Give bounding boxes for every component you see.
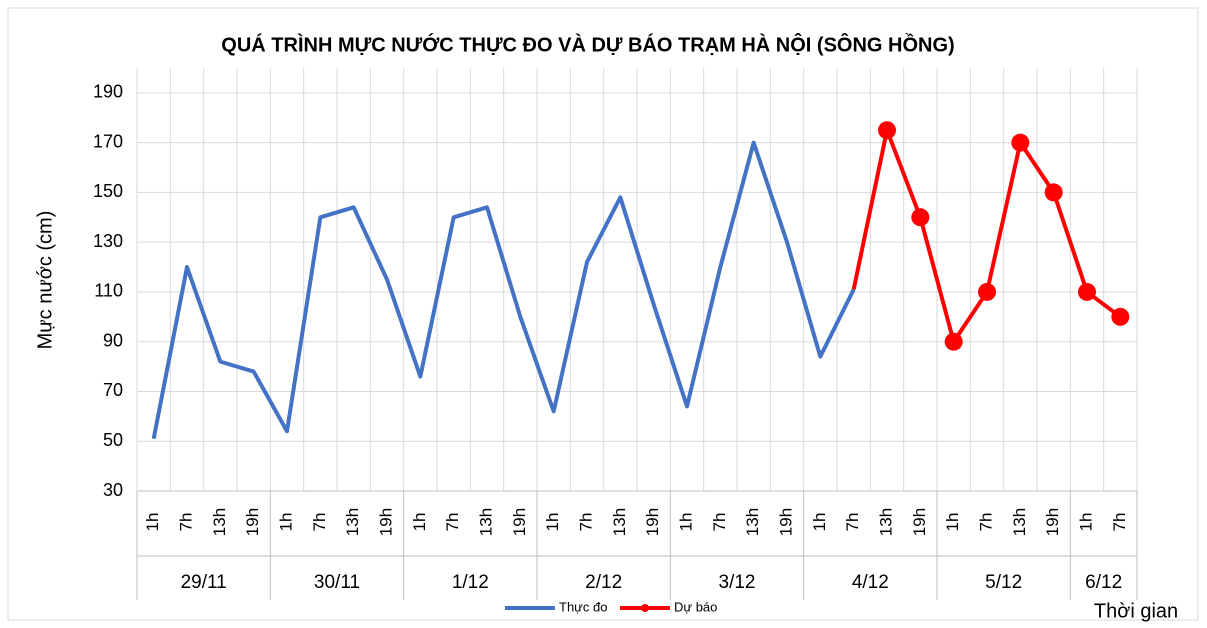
x-tick-label: 1h (676, 513, 695, 532)
x-tick-label: 7h (1110, 513, 1129, 532)
x-tick-label: 19h (510, 508, 529, 536)
group-label: 5/12 (985, 572, 1022, 593)
group-label: 6/12 (1085, 572, 1122, 593)
group-label: 30/11 (314, 572, 360, 593)
group-label: 3/12 (719, 572, 756, 593)
x-tick-label: 13h (210, 508, 229, 536)
group-label: 4/12 (852, 572, 889, 593)
y-tick-label: 170 (93, 131, 123, 151)
x-tick-label: 13h (343, 508, 362, 536)
x-tick-label: 7h (710, 513, 729, 532)
series-connector (851, 129, 889, 290)
x-axis-label: Thời gian (1094, 600, 1178, 622)
x-tick-label: 7h (576, 513, 595, 532)
x-tick-label: 7h (443, 513, 462, 532)
y-axis-label: Mực nước (cm) (34, 211, 56, 350)
x-tick-label: 19h (776, 508, 795, 536)
x-tick-label: 7h (310, 513, 329, 532)
y-tick-label: 130 (93, 231, 123, 251)
group-label: 2/12 (585, 572, 622, 593)
x-tick-label: 13h (610, 508, 629, 536)
x-tick-label: 13h (476, 508, 495, 536)
legend-label: Thực đo (559, 599, 607, 614)
y-tick-label: 90 (103, 330, 123, 350)
group-label: 29/11 (181, 572, 227, 593)
y-tick-label: 110 (94, 281, 123, 301)
x-tick-label: 1h (943, 513, 962, 532)
series-marker (878, 121, 896, 140)
x-tick-label: 1h (276, 513, 295, 532)
chart-border (7, 7, 1199, 621)
x-tick-label: 13h (1010, 508, 1029, 536)
x-tick-label: 7h (176, 513, 195, 532)
y-tick-label: 70 (103, 380, 123, 400)
legend-label: Dự báo (674, 599, 717, 614)
y-tick-label: 50 (103, 430, 123, 450)
y-tick-label: 30 (103, 480, 123, 500)
chart-title: QUÁ TRÌNH MỰC NƯỚC THỰC ĐO VÀ DỰ BÁO TRẠ… (221, 32, 954, 56)
x-tick-label: 1h (1076, 513, 1095, 532)
x-tick-label: 19h (376, 508, 395, 536)
series-marker (1111, 307, 1130, 326)
x-tick-label: 19h (910, 508, 929, 536)
series-marker (911, 208, 930, 227)
x-tick-label: 13h (876, 508, 895, 536)
series-line (885, 129, 1122, 344)
group-label: 1/12 (452, 572, 489, 593)
y-tick-label: 150 (93, 181, 123, 201)
series-line (151, 140, 856, 440)
x-tick-label: 7h (843, 513, 862, 532)
x-tick-label: 1h (410, 513, 429, 532)
series-marker (1044, 183, 1063, 202)
series-marker (944, 332, 963, 351)
x-tick-label: 13h (743, 508, 762, 536)
x-tick-label: 19h (643, 508, 662, 536)
series-marker (1011, 133, 1030, 152)
x-tick-label: 19h (1043, 508, 1062, 536)
x-tick-label: 1h (543, 513, 562, 532)
x-tick-label: 1h (810, 513, 829, 532)
series-marker (978, 282, 996, 301)
x-tick-label: 1h (143, 513, 162, 532)
series-marker (1078, 282, 1096, 301)
x-tick-label: 7h (976, 513, 995, 532)
legend-marker (641, 604, 649, 612)
x-tick-label: 19h (243, 508, 262, 536)
y-tick-label: 190 (93, 82, 123, 102)
